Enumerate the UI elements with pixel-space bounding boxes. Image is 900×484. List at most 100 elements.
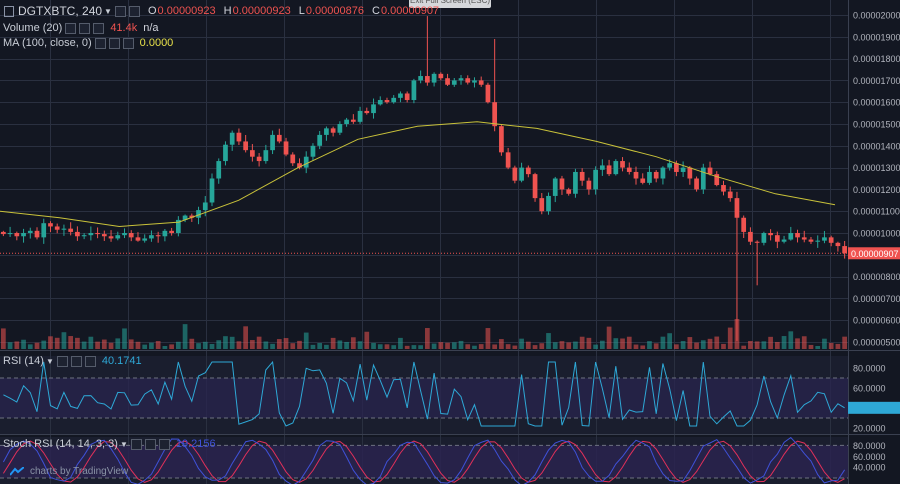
volume-bar [559, 341, 565, 349]
volume-bar [391, 345, 397, 349]
volume-bar [418, 345, 423, 349]
settings-icon[interactable] [114, 5, 126, 17]
candle-body [108, 236, 114, 239]
candle-body [647, 171, 652, 183]
settings-icon[interactable] [144, 438, 156, 450]
candle-body [808, 239, 814, 242]
candle-body [95, 233, 100, 235]
volume-bar [741, 345, 747, 349]
volume-bar [175, 341, 181, 349]
eye-icon[interactable] [94, 37, 106, 49]
volume-bar [525, 341, 531, 349]
exit-fullscreen-button[interactable]: Exit Full Screen (ESC) [409, 0, 491, 8]
candle-body [350, 119, 356, 122]
volume-bar [788, 331, 794, 349]
candle-body [599, 165, 605, 170]
volume-bar [377, 344, 383, 349]
format-icon[interactable] [128, 5, 140, 17]
settings-icon[interactable] [79, 22, 91, 34]
close-icon[interactable] [122, 37, 134, 49]
chevron-down-icon[interactable]: ▼ [119, 439, 128, 449]
stoch-legend: Stoch RSI (14, 14, 3, 3) ▼ 19.2156 [0, 438, 216, 450]
eye-icon[interactable] [56, 355, 68, 367]
volume-bar [344, 341, 349, 349]
volume-bar [297, 340, 302, 349]
volume-bar [532, 345, 538, 349]
volume-bar [48, 336, 53, 349]
volume-bar [835, 343, 841, 349]
volume-bar [250, 340, 255, 349]
volume-bar [88, 336, 94, 349]
volume-bar [108, 342, 114, 349]
close-icon[interactable] [93, 22, 105, 34]
candle-body [223, 144, 228, 162]
high-label: H [223, 5, 232, 17]
price-tick-label: 0.00000600 [853, 316, 900, 326]
low-label: L [298, 5, 305, 17]
volume-bar [425, 328, 430, 349]
rsi-tick-label: 20.0000 [853, 424, 886, 434]
chevron-down-icon[interactable]: ▼ [104, 6, 112, 16]
volume-bar [774, 341, 780, 349]
candle-body [667, 163, 673, 168]
volume-bar [431, 343, 437, 349]
tradingview-brand[interactable]: charts by TradingView [10, 466, 128, 477]
volume-bar [371, 342, 376, 349]
candle-body [61, 228, 67, 230]
open-value: 0.00000923 [157, 5, 216, 17]
volume-bar [263, 341, 269, 349]
interval-label[interactable]: 240 [82, 4, 103, 18]
candle-body [14, 233, 20, 237]
stoch-label[interactable]: Stoch RSI (14, 14, 3, 3) [3, 438, 118, 450]
volume-bar [573, 341, 578, 349]
price-tick-label: 0.00001400 [853, 141, 900, 151]
volume-bar [223, 336, 228, 349]
candle-body [189, 215, 195, 218]
candle-body [128, 233, 134, 238]
volume-bar [236, 341, 242, 349]
eye-icon[interactable] [65, 22, 77, 34]
candle-body [788, 233, 794, 240]
settings-icon[interactable] [108, 37, 120, 49]
volume-bar [579, 336, 585, 349]
stoch-tick-label: 80.0000 [853, 441, 886, 451]
volume-bar [458, 340, 464, 349]
price-tick-label: 0.00001500 [853, 120, 900, 130]
volume-bar [451, 342, 457, 349]
rsi-label[interactable]: RSI (14) [3, 355, 44, 367]
chevron-down-icon[interactable]: ▼ [45, 356, 54, 366]
candle-body [250, 150, 255, 157]
close-icon[interactable] [158, 438, 170, 450]
volume-bar [54, 337, 60, 349]
volume-bar [283, 338, 289, 349]
volume-bar [337, 340, 343, 349]
symbol-label[interactable]: DGTXBTC [18, 4, 76, 18]
close-label: C [371, 5, 380, 17]
ma-label[interactable]: MA (100, close, 0) [3, 37, 92, 49]
candle-body [674, 163, 679, 172]
volume-bar [276, 339, 282, 349]
volume-bar [552, 342, 558, 349]
last-price-tag [848, 247, 900, 260]
volume-label[interactable]: Volume (20) [3, 22, 63, 34]
candle-body [640, 178, 646, 183]
eye-icon[interactable] [130, 438, 142, 450]
candle-body [781, 239, 787, 242]
candle-body [586, 180, 592, 190]
volume-bar [61, 332, 67, 349]
volume-bar [122, 328, 127, 349]
volume-bar [599, 340, 605, 349]
price-tick-label: 0.00000500 [853, 338, 900, 348]
rsi-value-tag [848, 401, 900, 414]
volume-bar [330, 337, 336, 349]
close-icon[interactable] [84, 355, 96, 367]
candle-body [371, 104, 376, 114]
high-value: 0.00000923 [232, 5, 291, 17]
volume-bar [539, 343, 545, 349]
candle-body [357, 110, 363, 122]
volume-bar [694, 342, 699, 349]
stoch-tick-label: 40.0000 [853, 463, 886, 473]
volume-bar [182, 324, 188, 349]
settings-icon[interactable] [70, 355, 82, 367]
